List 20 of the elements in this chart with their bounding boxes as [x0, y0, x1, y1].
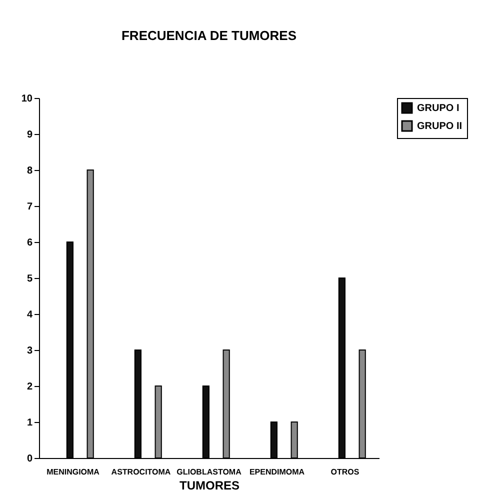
- y-tick-label: 10: [21, 94, 33, 104]
- y-tick-label: 3: [26, 346, 33, 356]
- chart-title: FRECUENCIA DE TUMORES: [121, 28, 297, 43]
- legend-label: GRUPO I: [417, 103, 460, 114]
- y-tick-label: 6: [26, 238, 33, 248]
- y-tick-label: 0: [26, 454, 33, 464]
- x-tick-label: ASTROCITOMA: [111, 468, 171, 476]
- y-tick-label: 7: [26, 202, 33, 212]
- y-tick-label: 8: [26, 166, 33, 176]
- y-tick-label: 2: [26, 382, 33, 392]
- x-tick-label: MENINGIOMA: [46, 468, 100, 476]
- x-tick-label: GLIOBLASTOMA: [176, 468, 242, 476]
- x-tick-label: EPENDIMOMA: [249, 468, 305, 476]
- x-axis-title: TUMORES: [180, 478, 240, 492]
- x-tick-label: OTROS: [330, 468, 360, 476]
- legend-label: GRUPO II: [417, 121, 462, 132]
- y-tick-label: 4: [26, 310, 33, 320]
- y-tick-label: 1: [26, 418, 33, 428]
- y-tick-label: 5: [26, 274, 33, 284]
- y-tick-label: 9: [26, 130, 33, 140]
